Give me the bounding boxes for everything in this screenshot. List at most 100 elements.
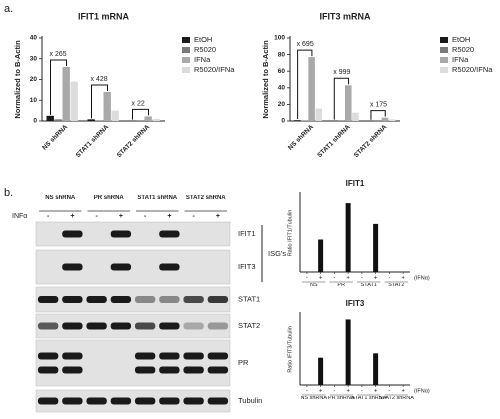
bar <box>152 118 160 121</box>
group-label-box: PR shRNA <box>327 396 355 401</box>
bar <box>70 81 78 121</box>
blot-band <box>207 322 229 330</box>
blot-band <box>110 230 132 238</box>
y-tick-label: 0 <box>33 118 37 125</box>
blot-band <box>159 352 180 360</box>
bar <box>345 319 351 385</box>
y-tick-label: 30 <box>30 55 38 62</box>
y-axis-label: Ratio IFIT1/Tubulin <box>287 210 293 257</box>
blot-band <box>62 352 83 360</box>
y-tick-label: 40 <box>30 35 38 42</box>
y-axis-label: Normalized to B-Actin <box>13 40 22 119</box>
blot-band <box>159 397 180 405</box>
y-tick-label: 80 <box>278 51 286 58</box>
x-tick-label: STAT2 shRNA <box>353 123 389 159</box>
y-tick-label: 20 <box>278 101 286 108</box>
annotation: x 22 <box>132 100 145 107</box>
legend-swatch <box>440 67 448 73</box>
x-tick-label: - <box>333 276 335 282</box>
group-label: STAT1 <box>360 283 377 288</box>
blot-row-label: PR <box>238 358 249 367</box>
bar <box>308 57 315 121</box>
group-label-box: STAT2 <box>388 283 405 288</box>
bar <box>345 85 352 121</box>
group-label: NS shRNA <box>300 396 328 401</box>
bar <box>294 120 301 121</box>
bar <box>373 353 379 385</box>
x-tick-label: + <box>346 389 350 395</box>
blot-strip <box>35 389 231 413</box>
group-label: PR <box>337 283 346 288</box>
treatment-sign: + <box>216 213 220 220</box>
annotation: x 265 <box>50 51 67 58</box>
panel-label: b. <box>4 187 13 199</box>
x-tick-label: + <box>319 276 323 282</box>
lane-group-label: NS shRNA <box>45 195 76 201</box>
lane-group-label: STAT1 shRNA <box>137 195 178 201</box>
blot-band <box>37 296 59 303</box>
x-tick-label: - <box>306 389 308 395</box>
x-tick-label: - <box>388 276 390 282</box>
annotation: x 175 <box>370 102 387 109</box>
blot-band <box>37 322 59 330</box>
blot-band <box>207 366 229 374</box>
bar <box>352 112 359 121</box>
chart-title: IFIT3 <box>346 299 365 308</box>
bar <box>318 357 324 385</box>
blot-band <box>62 397 83 405</box>
legend-swatch <box>440 37 448 43</box>
blot-band <box>183 322 204 330</box>
y-tick-label: 0 <box>281 118 285 125</box>
group-label: STAT2 <box>388 283 405 288</box>
blot-band <box>159 263 180 271</box>
blot-band <box>183 352 204 360</box>
blot-band <box>159 296 180 303</box>
annotation-bracket <box>333 77 350 120</box>
group-label-box: NS shRNA <box>300 396 328 401</box>
x-tick-label: NS shRNA <box>287 123 315 151</box>
blot-band <box>134 366 156 374</box>
legend-label: IFNa <box>452 55 469 64</box>
blot-band <box>159 366 180 374</box>
legend-label: EtOH <box>452 35 470 44</box>
lane-group-label-box: NS shRNA <box>45 195 76 201</box>
treatment-sign: + <box>167 213 171 220</box>
treatment-sign: - <box>144 213 147 220</box>
treatment-sign: - <box>192 213 195 220</box>
group-label-box: STAT2 shRNA <box>379 396 414 401</box>
bar <box>111 110 119 121</box>
legend-label: R5020 <box>452 45 474 54</box>
x-tick-label: + <box>374 276 378 282</box>
blot-band <box>207 296 229 303</box>
bar <box>87 119 95 121</box>
bar <box>315 108 323 121</box>
legend-swatch <box>182 67 190 73</box>
y-tick-label: 10 <box>30 97 38 104</box>
blot-row-label: IFIT1 <box>238 229 256 238</box>
group-label-box: NS <box>310 283 318 288</box>
group-label: STAT1 shRNA <box>351 396 387 401</box>
panel-label: a. <box>4 3 13 15</box>
blot-band <box>110 322 132 330</box>
blot-band <box>62 322 83 330</box>
legend-label: R5020/IFNa <box>194 65 235 74</box>
blot-band <box>159 322 180 330</box>
blot-band <box>62 263 83 271</box>
legend-swatch <box>440 57 448 63</box>
y-axis-label: Normalized to B-Actin <box>261 40 270 119</box>
bar <box>345 203 351 272</box>
group-label: PR shRNA <box>327 396 355 401</box>
group-label-box: PR <box>337 283 346 288</box>
x-tick-label: STAT2 shRNA <box>116 123 152 159</box>
legend-swatch <box>182 47 190 53</box>
lane-group-label-box: STAT1 shRNA <box>137 195 178 201</box>
x-tick-label: - <box>333 389 335 395</box>
annotation-bracket <box>297 49 313 120</box>
blot-band <box>207 397 229 405</box>
x-tick-label: + <box>346 276 350 282</box>
bar <box>388 119 396 121</box>
legend-swatch <box>182 37 190 43</box>
x-tick-label: - <box>306 276 308 282</box>
annotation-bracket <box>132 108 149 120</box>
